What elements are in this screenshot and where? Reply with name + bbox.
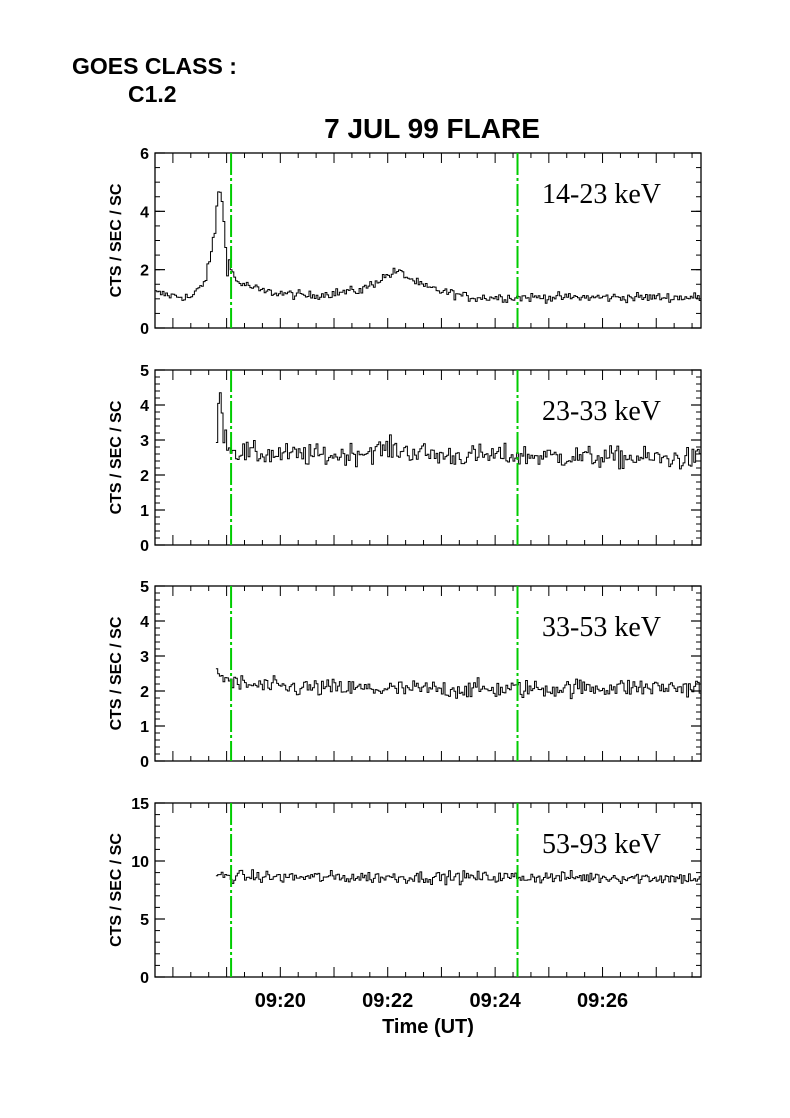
y-axis-label: CTS / SEC / SC	[108, 833, 125, 947]
y-axis-label: CTS / SEC / SC	[108, 616, 125, 730]
data-trace	[155, 191, 702, 304]
data-trace	[215, 392, 702, 470]
y-tick-label: 6	[140, 146, 149, 163]
x-tick-label: 09:26	[577, 990, 628, 1012]
y-tick-label: 0	[140, 538, 149, 555]
y-axis-label: CTS / SEC / SC	[108, 400, 125, 514]
y-tick-label: 5	[140, 579, 149, 596]
y-tick-label: 2	[140, 263, 149, 280]
y-tick-label: 1	[140, 719, 149, 736]
y-tick-label: 3	[140, 433, 149, 450]
energy-band-label: 14-23 keV	[542, 179, 661, 210]
chart-title: 7 JUL 99 FLARE	[324, 113, 540, 144]
energy-band-label: 53-93 keV	[542, 829, 661, 860]
y-tick-label: 5	[140, 912, 149, 929]
goes-class-label: GOES CLASS :	[72, 53, 237, 79]
x-axis: 09:20 09:22 09:24 09:26	[255, 990, 628, 1012]
energy-band-label: 33-53 keV	[542, 612, 661, 643]
panels-group: 0 2 4 6 CTS / SEC / SC 14-23 keV 0 1 2 3 4 5 CTS / S…	[108, 146, 702, 987]
y-tick-label: 2	[140, 684, 149, 701]
panel-2: 0 1 2 3 4 5 CTS / SEC / SC 23-33 keV	[108, 363, 702, 555]
y-tick-label: 4	[140, 398, 149, 415]
y-tick-label: 0	[140, 321, 149, 338]
x-tick-label: 09:20	[255, 990, 306, 1012]
y-tick-label: 4	[140, 204, 149, 221]
goes-class-value: C1.2	[128, 81, 177, 107]
y-tick-label: 0	[140, 754, 149, 771]
y-tick-label: 4	[140, 614, 149, 631]
y-tick-label: 15	[131, 796, 149, 813]
y-tick-label: 2	[140, 468, 149, 485]
energy-band-label: 23-33 keV	[542, 396, 661, 427]
x-tick-label: 09:22	[362, 990, 413, 1012]
panel-4: 0 5 10 15 CTS / SEC / SC 53-93 keV	[108, 796, 702, 987]
data-trace	[215, 869, 702, 886]
y-tick-label: 0	[140, 970, 149, 987]
y-tick-label: 10	[131, 854, 149, 871]
y-tick-label: 1	[140, 503, 149, 520]
y-tick-label: 3	[140, 649, 149, 666]
y-tick-label: 5	[140, 363, 149, 380]
x-axis-label: Time (UT)	[382, 1016, 474, 1038]
data-trace	[215, 668, 702, 700]
x-tick-label: 09:24	[470, 990, 522, 1012]
panel-frame	[154, 802, 702, 978]
panel-frame	[154, 585, 702, 762]
panel-1: 0 2 4 6 CTS / SEC / SC 14-23 keV	[108, 146, 702, 338]
y-axis-label: CTS / SEC / SC	[108, 183, 125, 297]
goes-class-block: GOES CLASS : C1.2	[72, 52, 237, 108]
panel-3: 0 1 2 3 4 5 CTS / SEC / SC 33-53 keV	[108, 579, 702, 771]
